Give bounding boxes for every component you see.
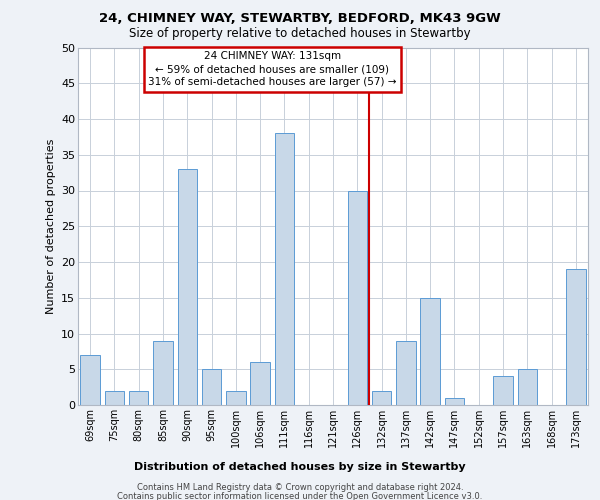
Bar bbox=[445, 398, 464, 405]
Bar bbox=[226, 390, 245, 405]
Bar bbox=[153, 340, 173, 405]
Text: Contains public sector information licensed under the Open Government Licence v3: Contains public sector information licen… bbox=[118, 492, 482, 500]
Bar bbox=[105, 390, 124, 405]
Bar bbox=[129, 390, 148, 405]
Bar bbox=[566, 269, 586, 405]
Bar bbox=[493, 376, 513, 405]
Y-axis label: Number of detached properties: Number of detached properties bbox=[46, 138, 56, 314]
Text: Distribution of detached houses by size in Stewartby: Distribution of detached houses by size … bbox=[134, 462, 466, 472]
Bar bbox=[202, 369, 221, 405]
Bar bbox=[178, 169, 197, 405]
Bar bbox=[250, 362, 270, 405]
Bar bbox=[518, 369, 537, 405]
Bar bbox=[275, 134, 294, 405]
Bar bbox=[80, 355, 100, 405]
Bar bbox=[421, 298, 440, 405]
Bar bbox=[347, 190, 367, 405]
Text: 24, CHIMNEY WAY, STEWARTBY, BEDFORD, MK43 9GW: 24, CHIMNEY WAY, STEWARTBY, BEDFORD, MK4… bbox=[99, 12, 501, 26]
Bar bbox=[396, 340, 416, 405]
Bar bbox=[372, 390, 391, 405]
Text: Size of property relative to detached houses in Stewartby: Size of property relative to detached ho… bbox=[129, 28, 471, 40]
Text: 24 CHIMNEY WAY: 131sqm
← 59% of detached houses are smaller (109)
31% of semi-de: 24 CHIMNEY WAY: 131sqm ← 59% of detached… bbox=[148, 51, 397, 88]
Text: Contains HM Land Registry data © Crown copyright and database right 2024.: Contains HM Land Registry data © Crown c… bbox=[137, 484, 463, 492]
